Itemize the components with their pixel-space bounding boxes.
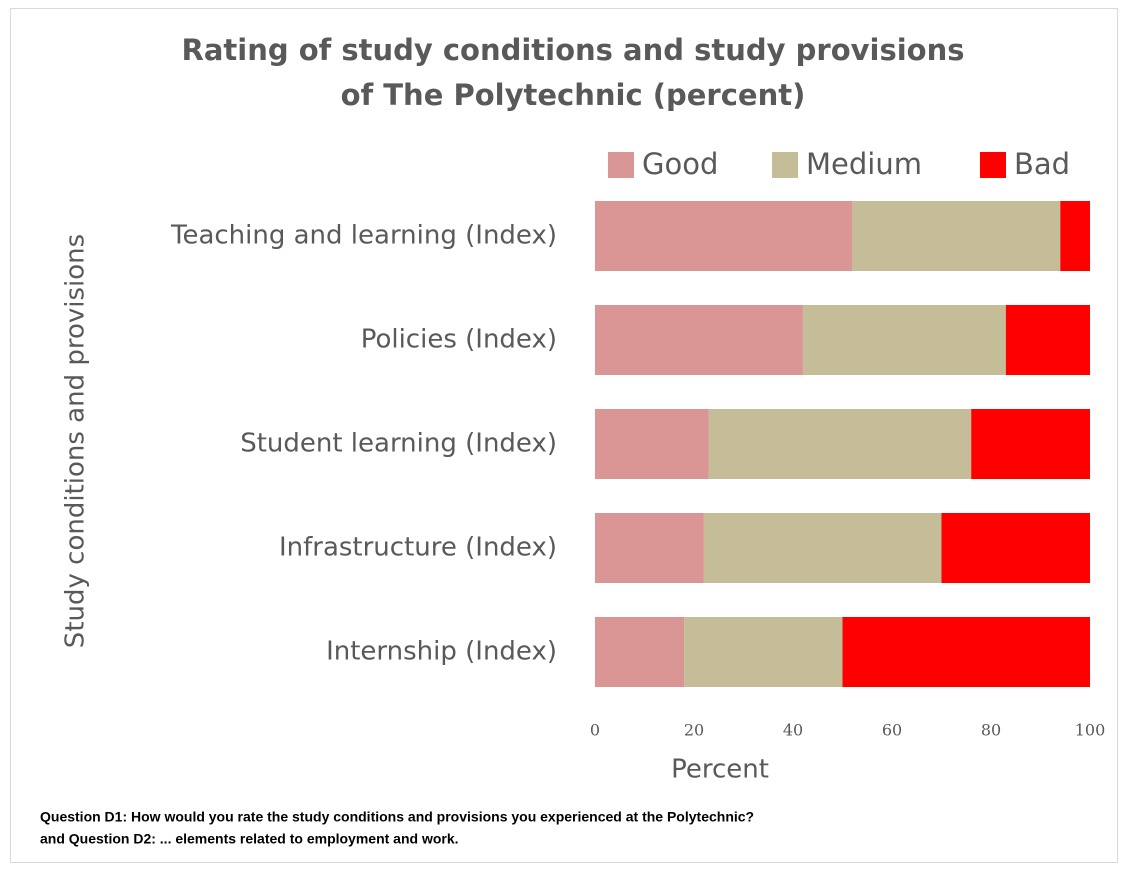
y-axis-label: Study conditions and provisions xyxy=(61,234,91,648)
bar-segment xyxy=(703,513,942,583)
x-tick-label: 20 xyxy=(684,721,704,740)
bar-segment xyxy=(708,409,972,479)
bar-segment xyxy=(802,305,1006,375)
bar-segment xyxy=(595,305,803,375)
bar-segment xyxy=(842,617,1090,687)
legend-label: Good xyxy=(642,147,718,181)
x-tick-label: 0 xyxy=(590,721,600,740)
footnote: Question D1: How would you rate the stud… xyxy=(40,809,754,825)
bar-segment xyxy=(971,409,1090,479)
y-tick-label: Student learning (Index) xyxy=(240,429,557,459)
x-axis-label: Percent xyxy=(671,755,769,785)
x-tick-label: 80 xyxy=(981,721,1001,740)
bar-segment xyxy=(684,617,843,687)
bar-segment xyxy=(595,409,709,479)
y-tick-label: Internship (Index) xyxy=(326,637,557,667)
bar-segment xyxy=(595,201,853,271)
bar-segment xyxy=(941,513,1090,583)
x-tick-label: 100 xyxy=(1075,721,1106,740)
chart-title: of The Polytechnic (percent) xyxy=(341,78,806,112)
x-tick-label: 60 xyxy=(882,721,902,740)
y-tick-label: Policies (Index) xyxy=(361,325,557,355)
x-tick-label: 40 xyxy=(783,721,803,740)
legend-label: Bad xyxy=(1014,147,1070,181)
legend-swatch xyxy=(772,152,798,178)
bar-segment xyxy=(595,513,704,583)
bar-segment xyxy=(595,617,685,687)
footnote: and Question D2: ... elements related to… xyxy=(40,831,459,847)
y-tick-label: Infrastructure (Index) xyxy=(279,533,557,563)
legend-label: Medium xyxy=(806,147,922,181)
chart-title: Rating of study conditions and study pro… xyxy=(181,33,964,67)
legend-swatch xyxy=(980,152,1006,178)
legend-swatch xyxy=(608,152,634,178)
bar-segment xyxy=(852,201,1061,271)
bar-segment xyxy=(1005,305,1090,375)
bar-segment xyxy=(1060,201,1090,271)
y-tick-label: Teaching and learning (Index) xyxy=(170,221,557,251)
